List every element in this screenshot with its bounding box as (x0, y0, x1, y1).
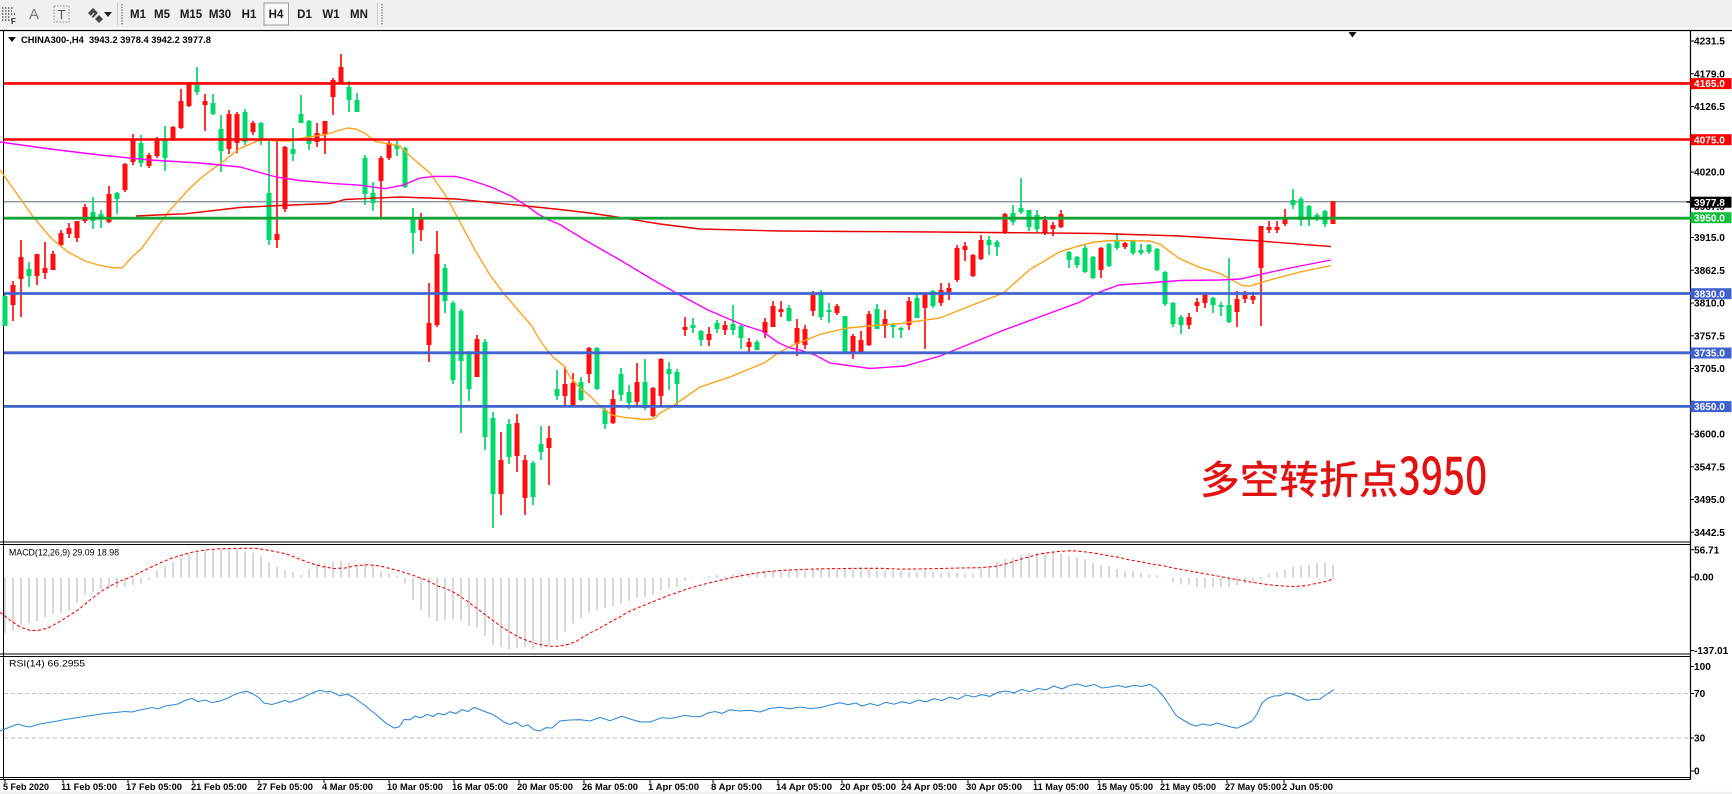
svg-text:4231.5: 4231.5 (1694, 37, 1725, 48)
svg-text:10 Mar 05:00: 10 Mar 05:00 (387, 782, 443, 793)
svg-text:14 Apr 05:00: 14 Apr 05:00 (776, 782, 832, 793)
svg-text:8 Apr 05:00: 8 Apr 05:00 (711, 782, 762, 793)
svg-text:3830.0: 3830.0 (1694, 289, 1725, 300)
svg-text:T: T (58, 7, 66, 22)
svg-text:0.00: 0.00 (1694, 573, 1714, 584)
svg-text:3705.0: 3705.0 (1694, 364, 1725, 375)
svg-text:5 Feb 2020: 5 Feb 2020 (3, 782, 49, 793)
svg-text:3495.0: 3495.0 (1694, 495, 1725, 506)
svg-text:1 Apr 05:00: 1 Apr 05:00 (648, 782, 699, 793)
svg-text:A: A (29, 6, 39, 23)
svg-text:3810.0: 3810.0 (1694, 299, 1725, 310)
svg-text:D1: D1 (297, 9, 312, 21)
svg-text:24 Apr 05:00: 24 Apr 05:00 (901, 782, 957, 793)
svg-text:4020.0: 4020.0 (1694, 168, 1725, 179)
svg-text:MN: MN (350, 9, 368, 21)
svg-text:30: 30 (1694, 734, 1706, 745)
svg-text:M1: M1 (130, 9, 147, 21)
svg-text:-137.01: -137.01 (1694, 646, 1729, 657)
svg-text:M5: M5 (154, 9, 171, 21)
svg-text:W1: W1 (322, 9, 340, 21)
svg-text:21 May 05:00: 21 May 05:00 (1160, 782, 1216, 793)
svg-text:3650.0: 3650.0 (1694, 402, 1725, 413)
svg-text:3735.0: 3735.0 (1694, 349, 1725, 360)
svg-text:0: 0 (1694, 767, 1700, 778)
svg-text:3915.0: 3915.0 (1694, 233, 1725, 244)
svg-text:H1: H1 (242, 9, 257, 21)
svg-text:17 Feb 05:00: 17 Feb 05:00 (126, 782, 182, 793)
svg-text:3547.5: 3547.5 (1694, 462, 1725, 473)
svg-text:26 Mar 05:00: 26 Mar 05:00 (582, 782, 638, 793)
svg-text:RSI(14) 66.2955: RSI(14) 66.2955 (9, 658, 85, 669)
svg-text:27 Feb 05:00: 27 Feb 05:00 (257, 782, 313, 793)
svg-text:4165.0: 4165.0 (1694, 79, 1725, 90)
svg-text:M30: M30 (209, 9, 231, 21)
svg-text:3950.0: 3950.0 (1694, 213, 1725, 224)
svg-text:4075.0: 4075.0 (1694, 135, 1725, 146)
svg-text:2 Jun 05:00: 2 Jun 05:00 (1282, 782, 1333, 793)
svg-text:4 Mar 05:00: 4 Mar 05:00 (322, 782, 373, 793)
svg-text:16 Mar 05:00: 16 Mar 05:00 (452, 782, 508, 793)
svg-text:56.71: 56.71 (1694, 545, 1720, 556)
svg-text:11 Feb 05:00: 11 Feb 05:00 (61, 782, 117, 793)
svg-text:4126.5: 4126.5 (1694, 102, 1725, 113)
svg-text:27 May 05:00: 27 May 05:00 (1225, 782, 1281, 793)
svg-text:CHINA300-,H4 3943.2 3978.4 39: CHINA300-,H4 3943.2 3978.4 3942.2 3977.8 (21, 35, 211, 45)
svg-text:H4: H4 (269, 9, 284, 21)
svg-text:70: 70 (1694, 689, 1706, 700)
svg-text:100: 100 (1694, 662, 1711, 673)
svg-text:20 Apr 05:00: 20 Apr 05:00 (840, 782, 896, 793)
svg-text:4179.0: 4179.0 (1694, 69, 1725, 80)
svg-text:F: F (11, 17, 16, 26)
svg-text:3442.5: 3442.5 (1694, 528, 1725, 539)
svg-text:3757.5: 3757.5 (1694, 331, 1725, 342)
svg-text:3977.8: 3977.8 (1694, 198, 1725, 209)
svg-text:20 Mar 05:00: 20 Mar 05:00 (517, 782, 573, 793)
svg-text:15 May 05:00: 15 May 05:00 (1097, 782, 1153, 793)
svg-text:3862.5: 3862.5 (1694, 266, 1725, 277)
svg-text:21 Feb 05:00: 21 Feb 05:00 (191, 782, 247, 793)
svg-text:3600.0: 3600.0 (1694, 430, 1725, 441)
svg-text:M15: M15 (180, 9, 203, 21)
svg-text:MACD(12,26,9) 29.09 18.98: MACD(12,26,9) 29.09 18.98 (9, 547, 119, 558)
svg-text:11 May 05:00: 11 May 05:00 (1033, 782, 1089, 793)
svg-text:30 Apr 05:00: 30 Apr 05:00 (966, 782, 1022, 793)
